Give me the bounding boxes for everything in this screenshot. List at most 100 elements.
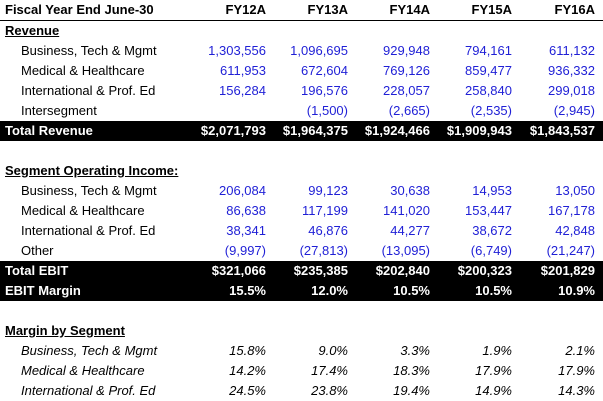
cell-value: 15.5% <box>229 283 266 298</box>
cell-value: $1,964,375 <box>282 123 348 138</box>
cell-value: 141,020 <box>383 203 430 218</box>
table-row: Business, Tech & Mgmt 15.8% 9.0% 3.3% 1.… <box>0 341 603 361</box>
cell-value: 10.5% <box>393 283 430 298</box>
cell-value: 30,638 <box>390 183 430 198</box>
row-label: International & Prof. Ed <box>21 383 156 398</box>
cell-value <box>186 101 266 121</box>
cell-value: (2,535) <box>470 103 512 118</box>
cell-value: 19.4% <box>393 383 430 398</box>
cell-value: $200,323 <box>457 263 512 278</box>
cell-value: 10.5% <box>475 283 512 298</box>
year-header: FY15A <box>471 2 512 17</box>
cell-value: 2.1% <box>565 343 595 358</box>
cell-value: 23.8% <box>311 383 348 398</box>
row-label: Medical & Healthcare <box>21 363 145 378</box>
cell-value: 769,126 <box>383 63 430 78</box>
cell-value: 14.9% <box>475 383 512 398</box>
table-row: Business, Tech & Mgmt 1,303,556 1,096,69… <box>0 41 603 61</box>
cell-value: $201,829 <box>540 263 595 278</box>
cell-value: 13,050 <box>555 183 595 198</box>
cell-value: (27,813) <box>299 243 348 258</box>
header-row: Fiscal Year End June-30 FY12A FY13A FY14… <box>0 0 603 21</box>
cell-value: 228,057 <box>383 83 430 98</box>
cell-value: 258,840 <box>465 83 512 98</box>
cell-value: 206,084 <box>219 183 266 198</box>
cell-value: 17.9% <box>558 363 595 378</box>
cell-value: 859,477 <box>465 63 512 78</box>
cell-value: 44,277 <box>390 223 430 238</box>
total-ebit-row: Total EBIT $321,066 $235,385 $202,840 $2… <box>0 261 603 281</box>
cell-value: 167,178 <box>548 203 595 218</box>
cell-value: 46,876 <box>308 223 348 238</box>
cell-value: 86,638 <box>226 203 266 218</box>
cell-value: 10.9% <box>558 283 595 298</box>
cell-value: (21,247) <box>546 243 595 258</box>
row-label: Medical & Healthcare <box>21 63 145 78</box>
section-title: Segment Operating Income: <box>5 163 179 178</box>
cell-value: 936,332 <box>548 63 595 78</box>
cell-value: 12.0% <box>311 283 348 298</box>
cell-value: 38,672 <box>472 223 512 238</box>
cell-value: $1,924,466 <box>364 123 430 138</box>
cell-value: $202,840 <box>375 263 430 278</box>
cell-value: $1,909,943 <box>446 123 512 138</box>
row-label: Intersegment <box>21 103 97 118</box>
cell-value: (2,945) <box>553 103 595 118</box>
cell-value: 15.8% <box>229 343 266 358</box>
section-title: Revenue <box>5 23 60 38</box>
table-row: Intersegment (1,500) (2,665) (2,535) (2,… <box>0 101 603 121</box>
table-row: Medical & Healthcare 86,638 117,199 141,… <box>0 201 603 221</box>
row-label: Medical & Healthcare <box>21 203 145 218</box>
row-label: International & Prof. Ed <box>21 83 156 98</box>
cell-value: 1.9% <box>482 343 512 358</box>
section-heading-margin-by-segment: Margin by Segment <box>0 321 603 341</box>
cell-value: 17.4% <box>311 363 348 378</box>
cell-value: 929,948 <box>383 43 430 58</box>
cell-value: $235,385 <box>293 263 348 278</box>
cell-value: 3.3% <box>400 343 430 358</box>
cell-value: 99,123 <box>308 183 348 198</box>
year-header: FY14A <box>389 2 430 17</box>
table-row: International & Prof. Ed 38,341 46,876 4… <box>0 221 603 241</box>
cell-value: 1,303,556 <box>208 43 266 58</box>
year-header: FY12A <box>225 2 266 17</box>
row-label: Total Revenue <box>5 123 93 138</box>
cell-value: 156,284 <box>219 83 266 98</box>
table-row: Other (9,997) (27,813) (13,095) (6,749) … <box>0 241 603 261</box>
cell-value: 42,848 <box>555 223 595 238</box>
cell-value: 38,341 <box>226 223 266 238</box>
cell-value: (1,500) <box>306 103 348 118</box>
cell-value: (13,095) <box>381 243 430 258</box>
row-label: International & Prof. Ed <box>21 223 156 238</box>
cell-value: 9.0% <box>318 343 348 358</box>
table-row: Medical & Healthcare 14.2% 17.4% 18.3% 1… <box>0 361 603 381</box>
table-title: Fiscal Year End June-30 <box>5 2 154 17</box>
table-row: Business, Tech & Mgmt 206,084 99,123 30,… <box>0 181 603 201</box>
row-label: Business, Tech & Mgmt <box>21 183 157 198</box>
cell-value: $2,071,793 <box>200 123 266 138</box>
year-header: FY13A <box>307 2 348 17</box>
cell-value: (9,997) <box>224 243 266 258</box>
table-row: International & Prof. Ed 156,284 196,576… <box>0 81 603 101</box>
cell-value: 17.9% <box>475 363 512 378</box>
cell-value: (6,749) <box>470 243 512 258</box>
cell-value: 794,161 <box>465 43 512 58</box>
row-label: Total EBIT <box>5 263 69 278</box>
cell-value: 196,576 <box>301 83 348 98</box>
ebit-margin-row: EBIT Margin 15.5% 12.0% 10.5% 10.5% 10.9… <box>0 281 603 301</box>
cell-value: 153,447 <box>465 203 512 218</box>
cell-value: 14,953 <box>472 183 512 198</box>
cell-value: 18.3% <box>393 363 430 378</box>
section-heading-operating-income: Segment Operating Income: <box>0 161 603 181</box>
row-label: Business, Tech & Mgmt <box>21 343 158 358</box>
year-header: FY16A <box>554 2 595 17</box>
cell-value: 14.3% <box>558 383 595 398</box>
row-label: EBIT Margin <box>5 283 81 298</box>
table-row: International & Prof. Ed 24.5% 23.8% 19.… <box>0 381 603 401</box>
total-revenue-row: Total Revenue $2,071,793 $1,964,375 $1,9… <box>0 121 603 141</box>
row-label: Business, Tech & Mgmt <box>21 43 157 58</box>
cell-value: 24.5% <box>229 383 266 398</box>
cell-value: 672,604 <box>301 63 348 78</box>
section-title: Margin by Segment <box>5 323 125 338</box>
